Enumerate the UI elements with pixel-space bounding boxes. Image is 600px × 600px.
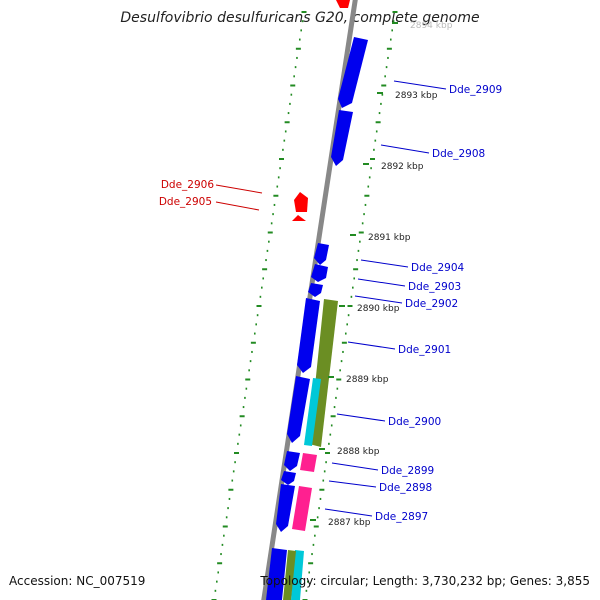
gene-label-dde-2904[interactable]: Dde_2904 bbox=[411, 262, 465, 274]
gene-dde-2903-arrow[interactable] bbox=[311, 264, 328, 282]
gene-dde-2897-arrow[interactable] bbox=[276, 484, 295, 532]
gene-label-dde-2905[interactable]: Dde_2905 bbox=[159, 196, 212, 208]
callout-line-dde-2908 bbox=[380, 144, 430, 154]
gene-dde-2904-arrow[interactable] bbox=[314, 243, 329, 265]
callout-line-dde-2898 bbox=[328, 480, 377, 488]
gene-label-dde-2900[interactable]: Dde_2900 bbox=[388, 416, 441, 428]
gene-dde-2898-arrow[interactable] bbox=[281, 471, 296, 485]
gene-label-dde-2909[interactable]: Dde_2909 bbox=[449, 84, 502, 96]
accession-text: Accession: NC_007519 bbox=[9, 574, 146, 588]
gene-dde-2900-arrow[interactable] bbox=[287, 376, 310, 443]
gene-label-dde-2908[interactable]: Dde_2908 bbox=[432, 148, 485, 160]
callout-line-dde-2903 bbox=[357, 278, 406, 287]
gene-dde-2908-arrow[interactable] bbox=[331, 110, 353, 166]
gene-label-dde-2903[interactable]: Dde_2903 bbox=[408, 281, 461, 293]
callout-line-dde-2899 bbox=[331, 462, 379, 471]
gene-label-dde-2902[interactable]: Dde_2902 bbox=[405, 298, 458, 310]
scale-label: 2887 kbp bbox=[328, 518, 371, 528]
callout-line-dde-2904 bbox=[360, 259, 409, 268]
gene-label-dde-2899[interactable]: Dde_2899 bbox=[381, 465, 434, 477]
genome-summary-text: Topology: circular; Length: 3,730,232 bp… bbox=[260, 574, 590, 588]
gene-dde-2906-arrow[interactable] bbox=[294, 192, 308, 212]
gene-label-dde-2897[interactable]: Dde_2897 bbox=[375, 511, 428, 523]
reverse-strand-features bbox=[292, 0, 350, 221]
scale-label: 2894 kbp bbox=[410, 21, 453, 31]
forward-strand-features bbox=[266, 37, 368, 600]
callout-line-dde-2900 bbox=[336, 413, 386, 422]
gene-dde-2905-arrow[interactable] bbox=[292, 215, 306, 221]
callout-line-dde-2901 bbox=[347, 341, 396, 350]
callout-line-dde-2902 bbox=[354, 295, 403, 304]
scale-label: 2893 kbp bbox=[395, 91, 438, 101]
callout-line-dde-2905 bbox=[215, 201, 260, 211]
cyan-feature-1 bbox=[304, 378, 321, 446]
pink-feature-1 bbox=[300, 453, 317, 472]
scale-labels: 2894 kbp 2893 kbp 2892 kbp 2891 kbp 2890 kbp… bbox=[310, 21, 453, 528]
map-title: Desulfovibrio desulfuricans G20, complet… bbox=[120, 10, 480, 26]
pink-feature-2 bbox=[292, 486, 312, 531]
gene-label-dde-2898[interactable]: Dde_2898 bbox=[379, 482, 432, 494]
gene-dde-2899-arrow[interactable] bbox=[284, 451, 300, 471]
gene-dde-2909-arrow[interactable] bbox=[338, 37, 368, 108]
gene-label-dde-2906[interactable]: Dde_2906 bbox=[161, 179, 215, 191]
scale-label: 2892 kbp bbox=[381, 162, 424, 172]
gene-label-dde-2901[interactable]: Dde_2901 bbox=[398, 344, 451, 356]
callout-line-dde-2897 bbox=[324, 508, 373, 517]
other-features bbox=[283, 299, 338, 600]
callout-line-dde-2906 bbox=[215, 184, 263, 194]
gene-callouts: Dde_2909 Dde_2908 Dde_2906 Dde_2905 Dde_2904… bbox=[159, 80, 502, 523]
scale-label: 2890 kbp bbox=[357, 304, 400, 314]
olive-feature-2 bbox=[283, 550, 296, 600]
gene-dde-2902-arrow[interactable] bbox=[308, 283, 323, 297]
scale-label: 2891 kbp bbox=[368, 233, 411, 243]
tick-rings bbox=[211, 11, 398, 600]
callout-line-dde-2909 bbox=[393, 80, 447, 90]
scale-label: 2889 kbp bbox=[346, 375, 389, 385]
gene-top-red-arrow[interactable] bbox=[336, 0, 350, 8]
scale-label: 2888 kbp bbox=[337, 447, 380, 457]
gene-bottom-arrow[interactable] bbox=[266, 548, 287, 600]
gene-dde-2901-arrow[interactable] bbox=[297, 298, 320, 373]
